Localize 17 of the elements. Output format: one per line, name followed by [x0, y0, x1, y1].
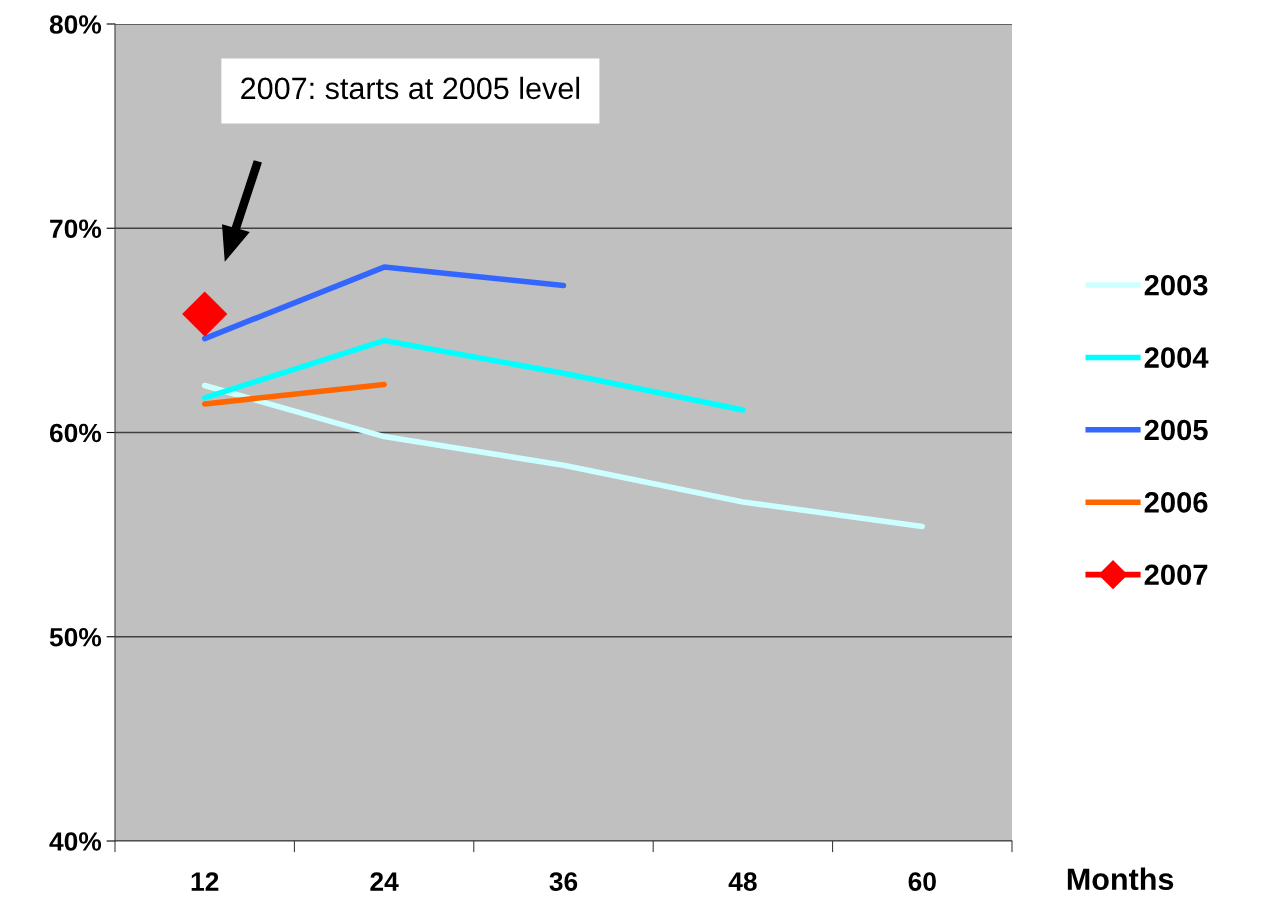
x-tick-label: 12 — [191, 872, 219, 891]
legend-label: 2007 — [1144, 564, 1208, 586]
y-tick-label: 70% — [50, 219, 102, 239]
y-tick-label: 80% — [49, 15, 102, 34]
y-tick-label: 60% — [49, 423, 102, 443]
annotation: 2007: starts at 2005 level — [241, 76, 580, 100]
legend-label: 2006 — [1144, 492, 1208, 513]
y-tick-label: 40% — [49, 832, 102, 851]
x-tick-label: 48 — [728, 872, 757, 891]
x-axis-title: Months — [1067, 867, 1174, 891]
y-tick-label: 50% — [49, 627, 102, 647]
x-tick-label: 36 — [549, 872, 578, 891]
x-tick-label: 60 — [908, 872, 936, 891]
legend-label: 2004 — [1144, 347, 1209, 368]
x-tick-label: 24 — [370, 872, 399, 891]
legend-label: 2005 — [1144, 419, 1208, 441]
legend-label: 2003 — [1144, 274, 1208, 296]
